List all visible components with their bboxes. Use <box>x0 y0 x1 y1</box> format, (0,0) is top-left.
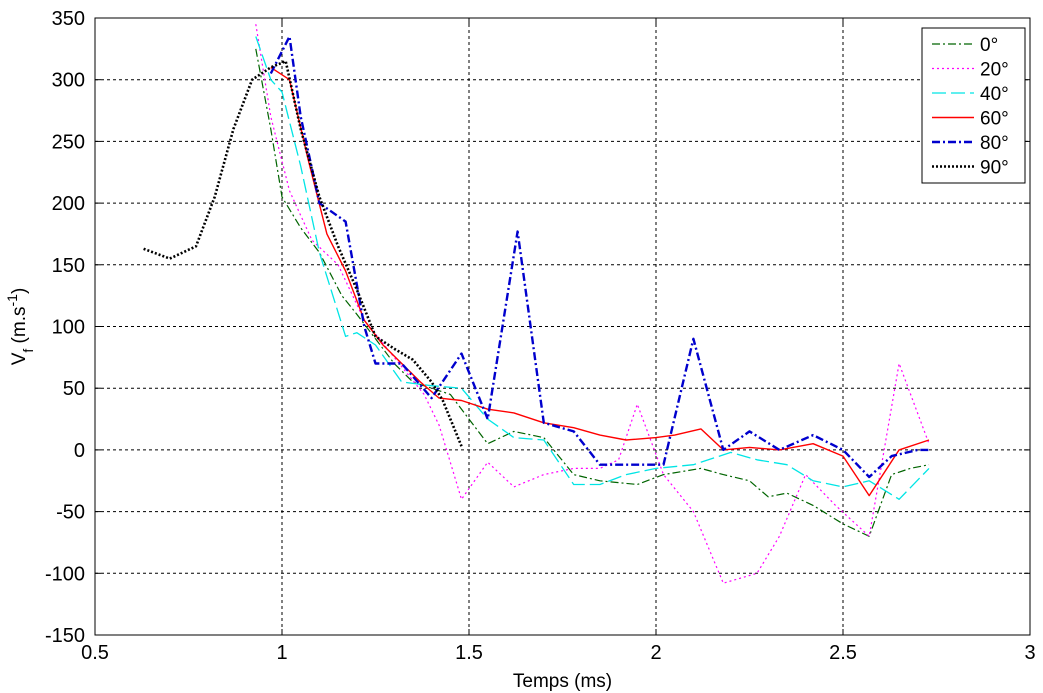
y-tick-label: -50 <box>56 502 85 524</box>
series-line-2 <box>255 36 930 500</box>
legend-label-1: 20° <box>980 60 1009 81</box>
legend-label-3: 60° <box>980 109 1009 130</box>
y-tick-label: 250 <box>52 131 85 153</box>
ticks <box>94 17 1031 636</box>
y-axis-label: Vf (m.s-1) <box>4 288 36 366</box>
series-line-1 <box>255 24 930 584</box>
y-tick-label: -100 <box>45 563 85 585</box>
legend-label-2: 40° <box>980 84 1009 105</box>
x-tick-label: 0.5 <box>81 642 109 664</box>
y-tick-label: 200 <box>52 193 85 215</box>
legend-label-0: 0° <box>980 35 998 56</box>
y-tick-label: 300 <box>52 70 85 92</box>
x-tick-label: 3 <box>1024 642 1035 664</box>
y-axis-label-unit-end: ) <box>9 288 30 294</box>
legend-label-5: 90° <box>980 158 1009 179</box>
grid <box>95 18 1030 635</box>
series-line-5 <box>143 59 463 447</box>
x-tick-label: 1.5 <box>455 642 483 664</box>
y-axis-label-main: V <box>9 352 30 365</box>
legend-label-4: 80° <box>980 133 1009 154</box>
x-axis-label: Temps (ms) <box>513 671 612 692</box>
x-tick-label: 1 <box>276 642 287 664</box>
x-tick-label: 2 <box>650 642 661 664</box>
x-tick-labels: 0.5 1 1.5 2 2.5 3 <box>81 642 1035 664</box>
y-tick-label: 0 <box>74 440 85 462</box>
y-tick-label: -150 <box>45 625 85 647</box>
series-layer <box>143 24 930 584</box>
y-tick-label: 350 <box>52 8 85 30</box>
y-tick-label: 100 <box>52 317 85 339</box>
plot-area <box>95 18 1030 635</box>
legend: 0° 20° 40° 60° 80° 90° <box>921 27 1026 184</box>
x-tick-label: 2.5 <box>829 642 857 664</box>
y-tick-labels: -150 -100 -50 0 50 100 150 200 250 300 350 <box>45 8 85 647</box>
series-line-0 <box>255 48 930 537</box>
series-line-3 <box>270 66 930 497</box>
y-tick-label: 150 <box>52 255 85 277</box>
y-axis-label-sup: -1 <box>4 294 20 307</box>
y-tick-label: 50 <box>63 378 85 400</box>
legend-box <box>921 27 1026 184</box>
series-line-4 <box>269 35 929 479</box>
y-axis-label-sub: f <box>20 349 36 353</box>
y-axis-label-unit: (m.s <box>9 306 30 348</box>
